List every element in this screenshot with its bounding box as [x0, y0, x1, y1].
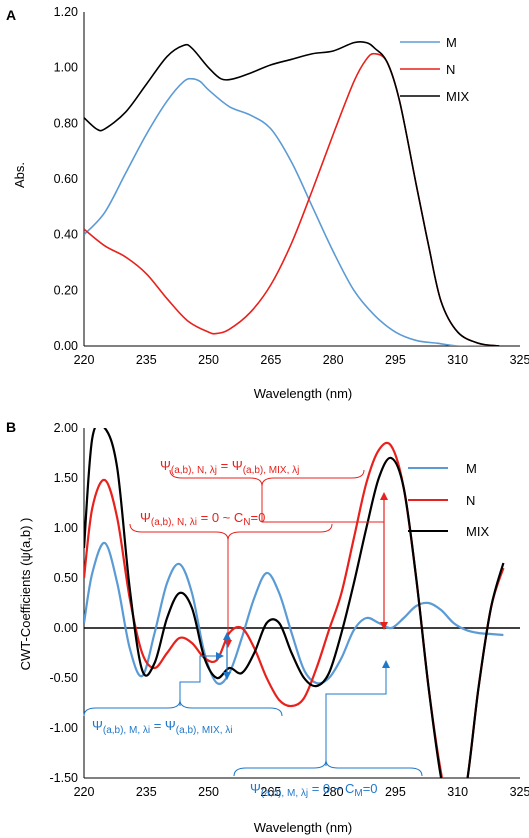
arrow-m-double-top — [223, 632, 231, 640]
y-tick-label: 1.20 — [54, 5, 78, 19]
panel-b: B CWT-Coefficients (ψ(a,b) ) Wavelength … — [6, 419, 529, 835]
panel-b-x-ticks: 220 235 250 265 280 295 310 325 — [74, 785, 529, 799]
panel-b-series — [84, 428, 505, 778]
x-tick-label: 280 — [323, 353, 344, 367]
panel-b-legend: M N MIX — [408, 461, 489, 539]
arrow-n-double-top — [380, 492, 388, 500]
x-tick-label: 220 — [74, 785, 95, 799]
panel-a-x-axis-label: Wavelength (nm) — [254, 386, 353, 401]
x-tick-label: 295 — [385, 785, 406, 799]
x-tick-label: 310 — [447, 353, 468, 367]
arrow-n-top-connector — [261, 486, 384, 523]
x-tick-label: 250 — [198, 353, 219, 367]
legend-label-m: M — [446, 35, 457, 50]
panel-a-legend: M N MIX — [400, 35, 469, 104]
arrow-m-right-head — [382, 660, 390, 668]
x-tick-label: 235 — [136, 785, 157, 799]
x-tick-label: 220 — [74, 353, 95, 367]
series-line-n — [84, 52, 500, 346]
y-tick-label: 1.50 — [54, 471, 78, 485]
series-line-m — [84, 541, 504, 685]
panel-b-y-ticks: -1.50 -1.00 -0.50 0.00 0.50 1.00 1.50 2.00 — [50, 421, 79, 785]
x-tick-label: 295 — [385, 353, 406, 367]
x-tick-label: 325 — [510, 353, 529, 367]
arrow-n-mid-head — [224, 640, 232, 648]
panel-a-y-axis-label: Abs. — [12, 162, 27, 188]
panel-b-label: B — [6, 419, 16, 435]
series-line-mix — [84, 428, 505, 778]
panel-a-series — [84, 40, 500, 346]
legend-b-label-n: N — [466, 493, 475, 508]
y-tick-label: 1.00 — [54, 61, 78, 75]
x-tick-label: 235 — [136, 353, 157, 367]
arrow-n-double-bottom — [380, 622, 388, 630]
arrow-m-double-bottom — [223, 672, 231, 680]
y-tick-label: 0.20 — [54, 283, 78, 297]
x-tick-label: 265 — [260, 353, 281, 367]
y-tick-label: -1.00 — [50, 721, 79, 735]
panel-a-y-ticks: 0.00 0.20 0.40 0.60 0.80 1.00 1.20 — [54, 5, 78, 353]
y-tick-label: -1.50 — [50, 771, 79, 785]
y-tick-label: -0.50 — [50, 671, 79, 685]
panel-a-x-ticks: 220 235 250 265 280 295 310 325 — [74, 353, 529, 367]
panel-a: A Abs. Wavelength (nm) 0.000.200.400.600… — [6, 5, 529, 401]
annotation-m-left: Ψ(a,b), M, λi = Ψ(a,b), MIX, λi — [92, 718, 232, 736]
annotation-n-top: Ψ(a,b), N, λj = Ψ(a,b), MIX, λj — [160, 458, 299, 476]
bracket-m-left — [83, 699, 283, 717]
x-tick-label: 265 — [260, 785, 281, 799]
x-tick-label: 310 — [447, 785, 468, 799]
y-tick-label: 0.80 — [54, 116, 78, 130]
y-tick-label: 1.00 — [54, 521, 78, 535]
annotation-m-right: Ψ(a,b), M, λj = 0 ~ CM=0 — [250, 781, 378, 799]
x-tick-label: 250 — [198, 785, 219, 799]
y-tick-label: 0.50 — [54, 571, 78, 585]
legend-label-n: N — [446, 62, 455, 77]
y-tick-label: 0.40 — [54, 228, 78, 242]
legend-label-mix: MIX — [446, 89, 469, 104]
y-tick-label: 2.00 — [54, 421, 78, 435]
y-tick-label: 0.00 — [54, 621, 78, 635]
x-tick-label: 280 — [323, 785, 344, 799]
legend-b-label-m: M — [466, 461, 477, 476]
y-tick-label: 0.00 — [54, 339, 78, 353]
panel-b-x-axis-label: Wavelength (nm) — [254, 820, 353, 835]
y-tick-label: 0.60 — [54, 172, 78, 186]
panel-a-label: A — [6, 7, 16, 23]
bracket-m-right — [233, 759, 423, 777]
series-line-mix — [84, 40, 500, 346]
arrow-m-left-head — [216, 652, 224, 660]
annotation-n-mid: Ψ(a,b), N, λi = 0 ~ CN=0 — [140, 510, 265, 528]
legend-b-label-mix: MIX — [466, 524, 489, 539]
series-line-m — [84, 77, 500, 346]
arrow-m-left-connector — [179, 655, 218, 706]
panel-b-y-axis-label: CWT-Coefficients (ψ(a,b) ) — [18, 518, 33, 671]
arrow-m-right-connector — [325, 668, 387, 766]
x-tick-label: 325 — [510, 785, 529, 799]
